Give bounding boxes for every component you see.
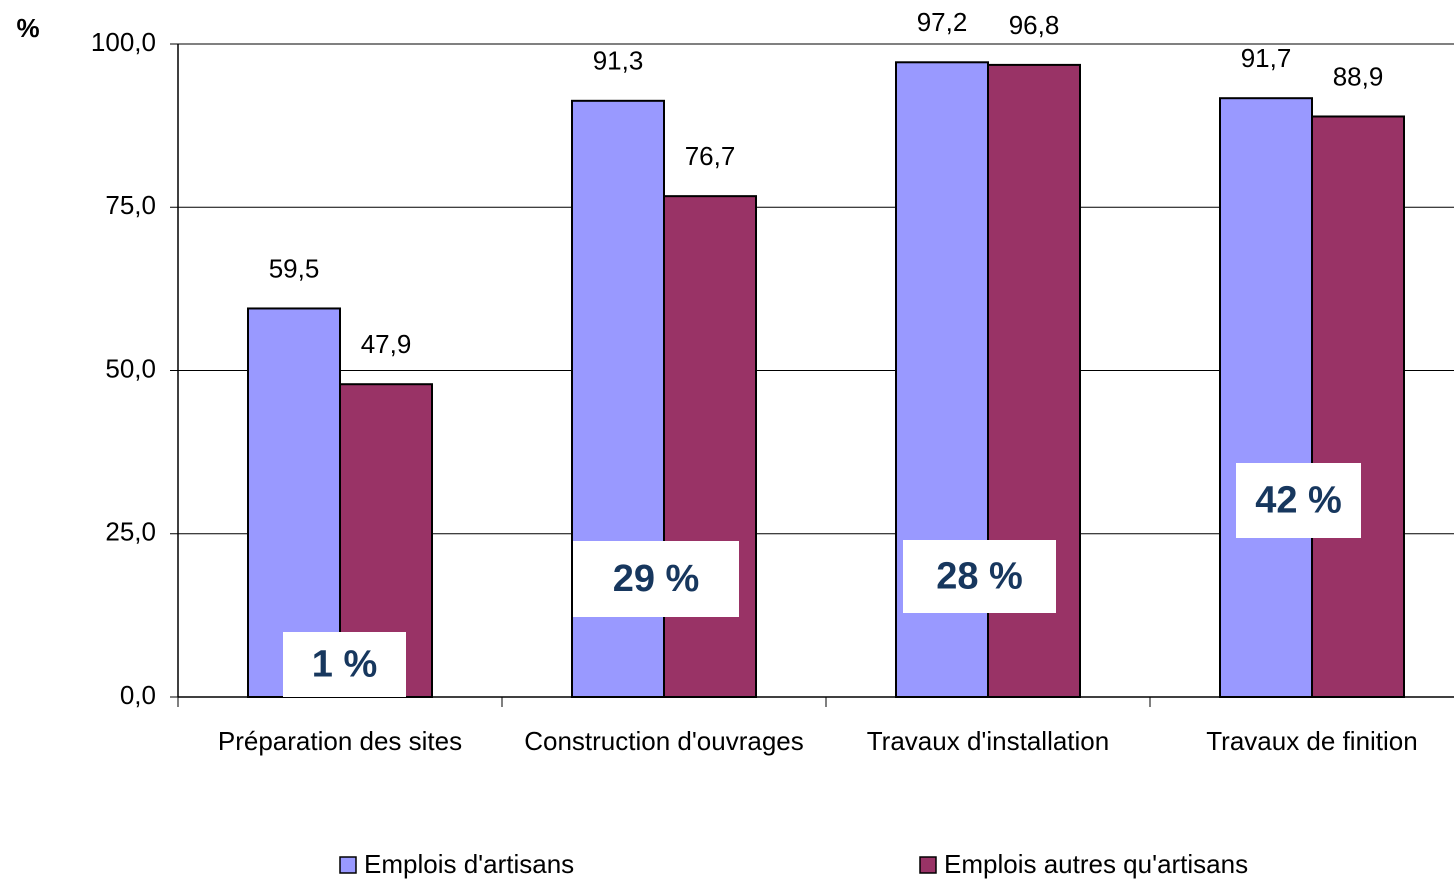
x-tick-label: Préparation des sites xyxy=(218,726,462,756)
annotation-box xyxy=(283,632,406,697)
value-label: 97,2 xyxy=(917,7,968,37)
y-tick-label: 0,0 xyxy=(120,680,156,710)
value-label: 88,9 xyxy=(1333,61,1384,91)
legend-label: Emplois d'artisans xyxy=(364,849,574,879)
legend-label: Emplois autres qu'artisans xyxy=(944,849,1248,879)
value-label: 76,7 xyxy=(685,141,736,171)
y-axis-label: % xyxy=(16,13,39,43)
value-label: 91,7 xyxy=(1241,43,1292,73)
value-label: 91,3 xyxy=(593,46,644,76)
annotation-box xyxy=(573,541,739,617)
x-tick-label: Construction d'ouvrages xyxy=(524,726,804,756)
annotation: 29 % xyxy=(613,558,700,600)
annotation: 28 % xyxy=(936,556,1023,598)
legend-swatch xyxy=(919,856,937,874)
y-tick-label: 25,0 xyxy=(105,517,156,547)
x-tick-label: Travaux de finition xyxy=(1206,726,1417,756)
bar xyxy=(663,195,757,699)
annotation-box xyxy=(903,540,1056,613)
y-tick-label: 75,0 xyxy=(105,190,156,220)
annotation: 1 % xyxy=(312,644,377,686)
annotation: 42 % xyxy=(1255,480,1342,522)
x-tick-label: Travaux d'installation xyxy=(867,726,1109,756)
y-tick-label: 50,0 xyxy=(105,353,156,383)
bar xyxy=(1219,97,1313,699)
y-tick-label: 100,0 xyxy=(91,27,156,57)
legend-swatch xyxy=(339,856,357,874)
value-label: 47,9 xyxy=(361,329,412,359)
value-label: 59,5 xyxy=(269,253,320,283)
value-label: 96,8 xyxy=(1009,10,1060,40)
annotation-box xyxy=(1236,463,1361,538)
bar xyxy=(1311,115,1405,699)
